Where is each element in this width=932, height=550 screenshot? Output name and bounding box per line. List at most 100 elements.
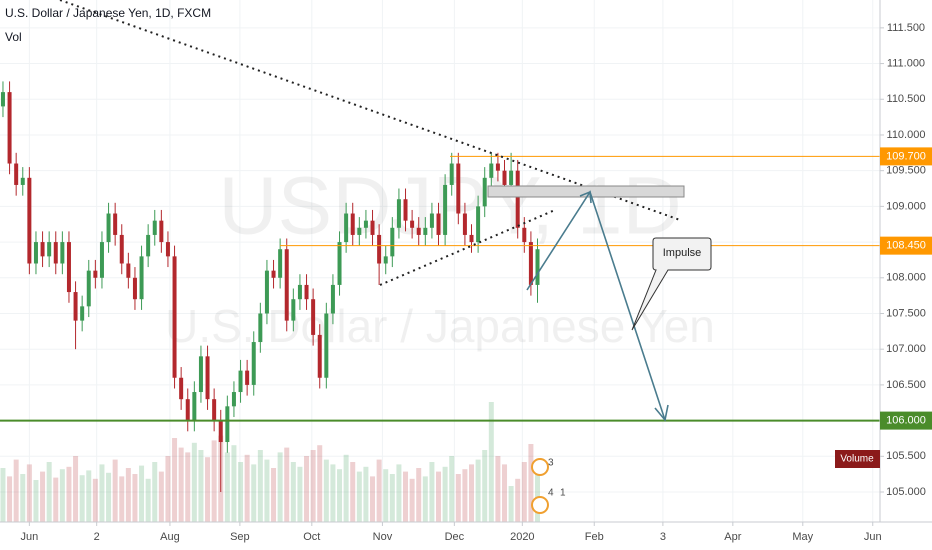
candle-body [390,227,395,257]
volume-bar [99,464,105,522]
candle-body [264,270,269,314]
candle-body [429,213,434,228]
candle-body [93,270,98,278]
candle-body [225,406,230,443]
candle-body [245,370,250,385]
volume-bar [191,442,197,522]
volume-bar [165,456,171,522]
y-tick-label: 109.000 [886,200,926,212]
volume-bar [370,476,376,522]
volume-bar [290,462,296,522]
candle-body [179,377,184,400]
x-tick-label: Oct [303,531,320,543]
volume-bar [277,452,283,522]
candle-body [165,242,170,257]
candle-body [363,220,368,228]
volume-bar [73,456,79,522]
volume-bar [337,469,343,522]
candle-body [27,177,32,264]
event-count: 1 [560,488,566,499]
candle-body [47,242,52,257]
x-tick-label: Aug [160,531,180,543]
candle-body [146,234,151,257]
y-tick-label: 107.000 [886,343,926,355]
candle-body [522,227,527,243]
candle-body [152,220,157,235]
candle-body [185,399,190,421]
volume-bar [145,478,151,522]
volume-bar [198,450,204,522]
candle-body [317,334,322,378]
candle-body [53,242,58,264]
price-tag [880,147,932,166]
volume-bar [211,440,217,522]
candle-body [80,306,85,321]
x-tick-label: 2 [94,531,100,543]
time-axis: Jun 2 Aug Sep Oct Nov Dec 2020 Feb 3 Apr May Jun [20,522,882,543]
volume-bar [238,462,244,522]
volume-bar [257,450,263,522]
volume-badge [835,450,880,468]
candle-body [535,249,540,285]
y-tick-label: 110.000 [887,129,926,141]
event-icon[interactable] [531,458,549,476]
candle-body [337,242,342,285]
candle-body [20,177,25,185]
candle-body [278,249,283,278]
candle-body [410,220,415,228]
candle-body [344,213,349,243]
price-tag [880,236,932,255]
candle-body [212,399,217,421]
candle-body [416,227,421,235]
candle-body [311,299,316,335]
volume-bar [330,464,336,522]
volume-bar [271,468,277,522]
candle-body [284,249,289,321]
candle-body [436,213,441,235]
callout [631,237,712,331]
price-tags: 109.700 108.450 106.000 [880,147,932,430]
volume-bar [224,452,230,522]
candle-body [443,184,448,235]
candle-body [113,213,118,235]
volume-bar [26,464,32,522]
volume-title: Vol [5,30,22,44]
volume-bar [343,454,349,522]
volume-bar [310,450,316,522]
trendline [379,209,556,286]
candle-body [192,392,197,421]
candle-body [515,170,520,228]
candle-body [172,256,177,378]
candle-body [403,199,408,221]
x-tick-label: 2020 [510,531,534,543]
y-tick-label: 111.500 [887,22,925,34]
x-tick-label: Sep [230,531,250,543]
y-tick-label: 111.000 [887,57,925,69]
price-tag [880,411,932,430]
volume-bar [7,476,13,522]
candle-body [198,356,203,393]
candle-body [271,270,276,278]
volume-bar [442,466,448,522]
candle-body [238,370,243,393]
callout-text: Impulse [663,247,702,259]
x-tick-label: May [792,531,813,543]
candle-body [291,299,296,321]
chart-title: U.S. Dollar / Japanese Yen, 1D, FXCM [5,6,211,20]
volume-badge-text: Volume [840,454,874,465]
candle-body [423,227,428,235]
candle-body [489,163,494,178]
candle-body [258,313,263,343]
volume-bar [125,468,131,522]
candle-body [370,220,375,235]
volume-bar [33,480,39,522]
volume-bar [46,462,52,522]
volume-bar [40,471,46,522]
candle-body [469,234,474,243]
volume-bar [92,478,98,522]
event-icon[interactable] [531,496,549,514]
y-tick-label: 105.500 [886,450,926,462]
candle-body [449,163,454,185]
volume-bar [106,472,112,522]
